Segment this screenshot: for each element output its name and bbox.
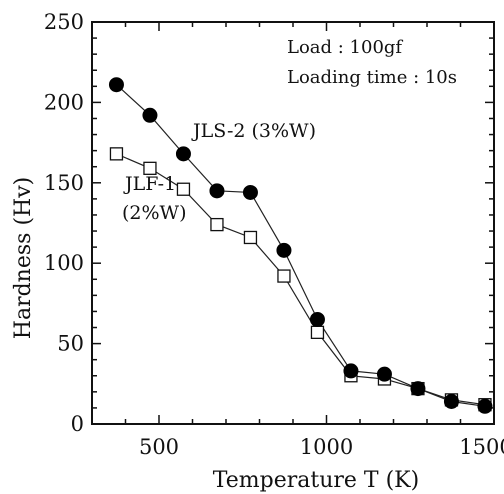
jlf1-point [277,269,291,283]
series-markers [108,77,493,414]
jls2-point [343,363,359,379]
jlf1-point [210,217,224,232]
jls2-point [242,184,258,200]
jlf1-point [143,161,157,175]
y-tick-label: 100 [44,251,84,275]
jls2-point [142,107,158,123]
x-tick-label: 500 [139,435,179,459]
y-tick-label: 50 [57,332,84,356]
series-label-jlf1-line2: (2%W) [122,202,187,224]
jlf1-point [109,147,124,161]
jls2-point [410,381,426,397]
series-label-jlf1-line1: JLF-1 [123,173,176,195]
jls2-point [477,398,493,414]
x-tick-label: 1000 [300,435,353,459]
jls2-point [443,393,459,409]
series-label-jls2: JLS-2 (3%W) [191,120,316,142]
jls2-point [209,183,225,199]
y-axis-title: Hardness (Hv) [11,177,36,339]
x-tick-label: 1500 [459,435,504,459]
tick-labels: 0 50 100 150 200 250 500 1000 1500 [44,10,504,459]
jls2-point [276,242,292,258]
jlf1-point [176,182,191,196]
y-tick-label: 0 [71,412,84,436]
plot-frame [91,21,495,425]
jls2-point [309,311,325,327]
jlf1-point [310,325,325,339]
y-tick-label: 150 [44,171,84,195]
annotation-loading-time: Loading time : 10s [287,67,457,88]
jls2-point [376,366,392,382]
jls2-point [108,77,124,93]
y-tick-label: 200 [44,90,84,114]
annotation-load: Load : 100gf [287,37,403,58]
x-axis-title: Temperature T (K) [213,468,419,493]
jlf1-point [243,230,258,245]
jls2-point [175,146,191,162]
y-tick-label: 250 [44,10,84,34]
